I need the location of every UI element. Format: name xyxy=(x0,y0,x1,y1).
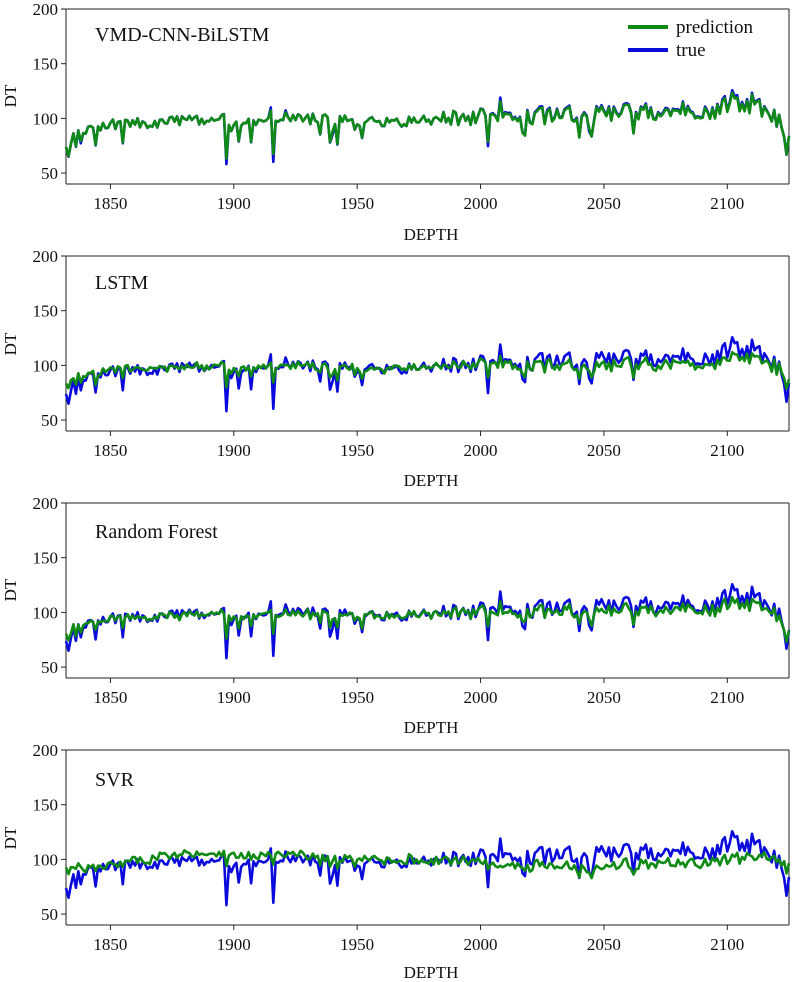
x-tick-label: 1850 xyxy=(93,194,127,213)
panel-lstm: LSTM DEPTH DT xyxy=(1,272,458,490)
y-axis-label: DT xyxy=(1,826,20,849)
series-line-true xyxy=(64,89,791,166)
y-tick-label: 100 xyxy=(33,603,59,622)
panel-svr: SVR DEPTH DT xyxy=(1,769,458,982)
x-tick-label: 2050 xyxy=(587,441,621,460)
y-tick-label: 50 xyxy=(41,658,58,677)
y-tick-label: 100 xyxy=(33,356,59,375)
series-line-prediction xyxy=(64,848,791,880)
y-tick-label: 200 xyxy=(33,741,59,760)
series-line-true xyxy=(64,336,791,413)
y-tick-label: 200 xyxy=(33,0,59,19)
x-tick-label: 2000 xyxy=(464,688,498,707)
plot-area-1: 50 100 150 200 1850 1900 1950 2000 2050 2100 xyxy=(33,0,791,213)
y-axis-label: DT xyxy=(1,332,20,355)
legend-label-true: true xyxy=(676,40,706,61)
x-tick-label: 1950 xyxy=(340,194,374,213)
y-tick-label: 100 xyxy=(33,850,59,869)
x-tick-label: 2100 xyxy=(710,194,744,213)
x-tick-label: 2100 xyxy=(710,441,744,460)
series-line-prediction xyxy=(64,351,791,390)
x-axis-label: DEPTH xyxy=(404,963,459,982)
x-tick-label: 1900 xyxy=(217,935,251,954)
x-tick-label: 2000 xyxy=(464,441,498,460)
plot-area-2: 50 100 150 200 1850 1900 1950 2000 2050 2100 xyxy=(33,247,791,460)
y-tick-label: 50 xyxy=(41,411,58,430)
y-tick-label: 50 xyxy=(41,164,58,183)
x-tick-label: 2100 xyxy=(710,688,744,707)
legend-label-prediction: prediction xyxy=(676,17,754,38)
y-tick-label: 150 xyxy=(33,302,59,321)
x-tick-label: 1950 xyxy=(340,441,374,460)
y-axis-label: DT xyxy=(1,84,20,107)
x-tick-label: 1950 xyxy=(340,688,374,707)
x-axis-label: DEPTH xyxy=(404,718,459,737)
x-tick-label: 1850 xyxy=(93,688,127,707)
plot-area-4: 50 100 150 200 1850 1900 1950 2000 2050 2100 xyxy=(33,741,791,954)
panel-title: VMD-CNN-BiLSTM xyxy=(95,24,270,46)
x-tick-label: 2050 xyxy=(587,688,621,707)
x-tick-label: 2050 xyxy=(587,935,621,954)
x-tick-label: 1950 xyxy=(340,935,374,954)
series-line-prediction xyxy=(64,91,791,160)
y-axis-label: DT xyxy=(1,578,20,601)
panel-title: SVR xyxy=(95,769,135,791)
y-tick-label: 200 xyxy=(33,247,59,266)
panel-title: LSTM xyxy=(95,272,149,294)
x-tick-label: 1900 xyxy=(217,688,251,707)
x-tick-label: 1850 xyxy=(93,935,127,954)
y-tick-label: 50 xyxy=(41,905,58,924)
x-tick-label: 1850 xyxy=(93,441,127,460)
y-tick-label: 150 xyxy=(33,55,59,74)
x-tick-label: 1900 xyxy=(217,441,251,460)
x-axis-label: DEPTH xyxy=(404,471,459,490)
legend: prediction true xyxy=(628,17,754,61)
x-tick-label: 2000 xyxy=(464,194,498,213)
panel-random-forest: Random Forest DEPTH DT xyxy=(1,521,458,737)
x-axis-label: DEPTH xyxy=(404,225,459,244)
y-tick-label: 200 xyxy=(33,494,59,513)
y-tick-label: 100 xyxy=(33,109,59,128)
panel-title: Random Forest xyxy=(95,521,218,543)
x-tick-label: 2100 xyxy=(710,935,744,954)
panel-vmd-cnn-bilstm: VMD-CNN-BiLSTM DEPTH DT xyxy=(1,24,458,244)
series-line-true xyxy=(64,830,791,907)
series-line-true xyxy=(64,583,791,660)
x-tick-label: 2050 xyxy=(587,194,621,213)
y-tick-label: 150 xyxy=(33,796,59,815)
x-tick-label: 1900 xyxy=(217,194,251,213)
series-line-prediction xyxy=(64,595,791,643)
y-tick-label: 150 xyxy=(33,549,59,568)
x-tick-label: 2000 xyxy=(464,935,498,954)
plot-area-3: 50 100 150 200 1850 1900 1950 2000 2050 2100 xyxy=(33,494,791,707)
